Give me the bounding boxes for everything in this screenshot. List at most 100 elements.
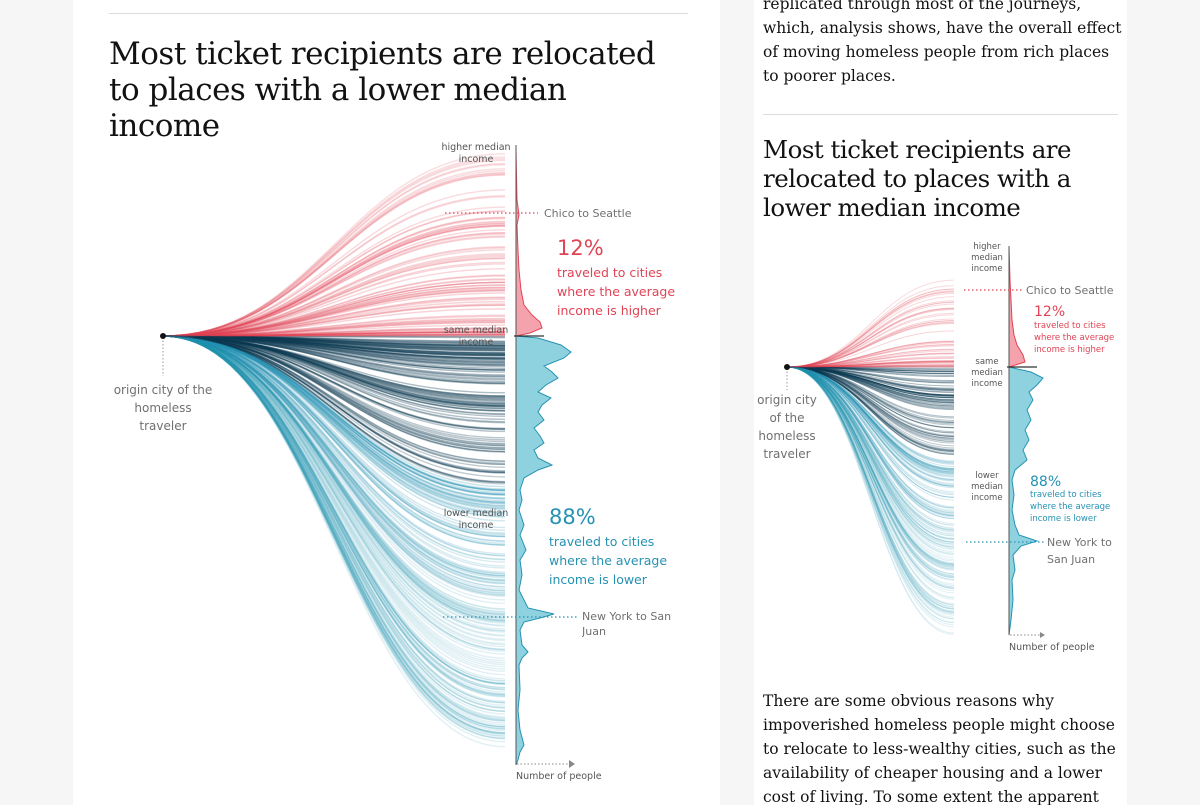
flow-line xyxy=(786,365,955,368)
flow-line xyxy=(786,366,955,375)
flow-line xyxy=(786,366,955,381)
flow-line xyxy=(162,335,506,415)
flow-line xyxy=(162,335,506,492)
origin-label: origin city of the homeless traveler xyxy=(113,383,213,433)
flow-line xyxy=(162,335,506,734)
flow-line xyxy=(162,320,506,337)
flow-line xyxy=(162,330,506,337)
flow-line xyxy=(786,296,955,368)
flow-line xyxy=(786,366,955,592)
flow-line xyxy=(162,331,506,337)
flow-line xyxy=(162,289,506,337)
flow-line xyxy=(162,335,506,397)
flow-line xyxy=(786,366,955,396)
flow-line xyxy=(786,366,955,613)
flow-line xyxy=(162,335,506,592)
flow-line xyxy=(786,366,955,443)
flow-line xyxy=(162,335,506,522)
flow-line xyxy=(162,335,506,453)
flow-line xyxy=(786,366,955,471)
flow-line xyxy=(162,335,506,684)
flow-line xyxy=(786,366,955,516)
flow-line xyxy=(162,335,506,633)
flow-line xyxy=(786,366,955,570)
flow-line xyxy=(786,366,955,562)
flow-line xyxy=(162,335,506,534)
flow-line xyxy=(162,210,506,337)
origin-label-box: origin city of the homeless traveler xyxy=(113,383,213,433)
flow-line xyxy=(786,291,955,368)
flow-line xyxy=(162,335,506,484)
flow-line xyxy=(162,335,506,713)
flow-line xyxy=(786,366,955,541)
flow-line xyxy=(786,366,955,514)
flow-line xyxy=(786,366,955,614)
flow-line xyxy=(162,335,506,735)
flow-line xyxy=(162,335,506,421)
flow-line xyxy=(162,335,506,366)
flow-line xyxy=(162,335,506,748)
flow-line xyxy=(162,335,506,613)
newyork-label: New York to San Juan xyxy=(1047,536,1112,566)
flow-line xyxy=(162,304,506,337)
flow-line xyxy=(162,335,506,449)
flow-line xyxy=(162,224,506,337)
flow-line xyxy=(786,366,955,452)
flow-line xyxy=(162,335,506,615)
flow-line xyxy=(786,348,955,368)
flow-line xyxy=(786,366,955,426)
flow-line xyxy=(162,335,506,368)
flow-line xyxy=(786,353,955,368)
flow-line xyxy=(786,366,955,537)
flow-line xyxy=(162,335,506,538)
flow-line xyxy=(162,284,506,337)
flow-line xyxy=(162,335,506,359)
flow-line xyxy=(786,366,955,391)
flow-line xyxy=(786,366,955,531)
flow-line xyxy=(162,335,506,510)
flow-line xyxy=(162,335,506,399)
flow-line xyxy=(162,335,506,719)
flow-line xyxy=(162,335,506,722)
flow-line xyxy=(162,281,506,337)
flow-line xyxy=(162,335,506,346)
flow-line xyxy=(786,366,955,514)
flow-line xyxy=(786,366,955,519)
flow-line xyxy=(162,335,506,676)
flow-line xyxy=(786,366,955,442)
flow-line xyxy=(786,366,955,635)
flow-line xyxy=(786,357,955,368)
flow-line xyxy=(786,366,955,606)
flow-line xyxy=(786,366,955,473)
flow-line xyxy=(162,335,506,416)
flow-line xyxy=(162,335,506,698)
flow-line xyxy=(786,366,955,384)
flow-line xyxy=(786,366,955,588)
flow-line xyxy=(162,335,506,371)
distribution-fill xyxy=(515,145,543,337)
flow-line xyxy=(162,225,506,337)
flow-line xyxy=(786,366,955,537)
flow-line xyxy=(162,335,506,542)
flow-line xyxy=(162,335,506,702)
chart-headline: Most ticket recipients are relocated to … xyxy=(109,36,656,144)
flow-line xyxy=(162,335,506,739)
flow-line xyxy=(162,289,506,337)
flow-line xyxy=(162,222,506,337)
flow-line xyxy=(162,335,506,585)
flow-line xyxy=(162,335,506,502)
flow-line xyxy=(786,366,955,449)
flow-line xyxy=(786,366,955,471)
flow-line xyxy=(162,171,506,337)
flow-line xyxy=(786,366,955,516)
flow-line xyxy=(786,361,955,368)
flow-line xyxy=(162,335,506,621)
flow-line xyxy=(786,366,955,577)
flow-line xyxy=(786,321,955,368)
flow-line xyxy=(162,335,506,404)
flow-line xyxy=(162,335,506,735)
lower-income-label: lower median income xyxy=(443,508,509,531)
flow-line xyxy=(786,366,955,512)
flow-line xyxy=(162,335,506,666)
flow-line xyxy=(162,335,506,503)
